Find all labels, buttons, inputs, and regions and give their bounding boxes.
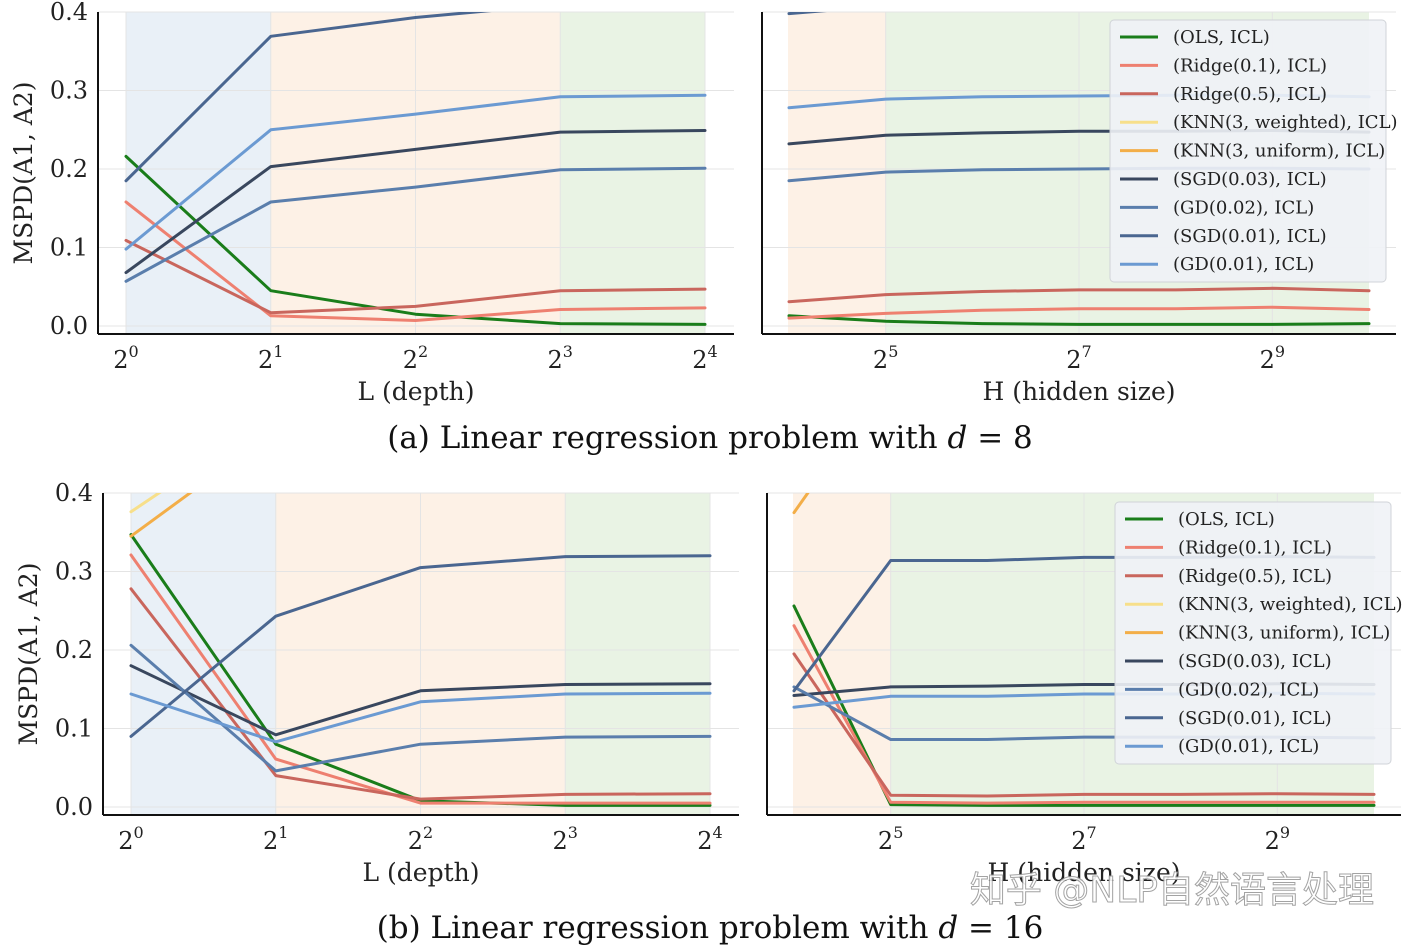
series-line — [124, 166, 707, 283]
gridlines — [103, 492, 739, 815]
series-line — [129, 691, 712, 744]
region-band — [793, 493, 891, 815]
series-lines — [124, 12, 707, 326]
x-tick-label: 24 — [692, 342, 717, 374]
legend-box — [1114, 501, 1392, 765]
legend-label: (SGD(0.03), ICL) — [1178, 651, 1332, 672]
x-tick-label: 29 — [1260, 342, 1285, 374]
chart-panel-a-hidden-size: 25 27 29 H (hidden size) (OLS, ICL) (Ridge(0.… — [761, 11, 1398, 406]
x-tick-label: 20 — [113, 342, 138, 374]
gridlines — [98, 11, 734, 334]
legend-label: (KNN(3, uniform), ICL) — [1173, 141, 1385, 162]
x-tick-label: 20 — [118, 823, 143, 855]
y-tick-label: 0.4 — [55, 479, 93, 507]
x-axis-label: H (hidden size) — [988, 858, 1181, 887]
chart-panel-b-depth: 0.0 0.1 0.2 0.3 0.4 MSPD(A1, A2) 20 21 22 23 24 L (… — [14, 479, 739, 887]
x-tick-label: 22 — [408, 823, 433, 855]
legend-label: (SGD(0.01), ICL) — [1178, 708, 1332, 729]
region-band — [126, 12, 271, 334]
series-line — [129, 643, 712, 773]
region-band — [131, 493, 276, 815]
x-tick-label: 25 — [873, 342, 898, 374]
series-line — [124, 200, 707, 322]
legend-label: (OLS, ICL) — [1173, 27, 1270, 48]
legend-label: (Ridge(0.1), ICL) — [1173, 55, 1327, 76]
region-band — [560, 12, 705, 334]
series-line — [129, 533, 712, 807]
x-tick-label: 23 — [548, 342, 573, 374]
series-lines — [129, 493, 712, 807]
legend-label: (Ridge(0.5), ICL) — [1178, 566, 1332, 587]
series-line — [792, 652, 1376, 798]
y-tick-label: 0.0 — [55, 793, 93, 821]
legend: (OLS, ICL) (Ridge(0.1), ICL) (Ridge(0.5), … — [1114, 501, 1403, 765]
legend-label: (Ridge(0.1), ICL) — [1178, 537, 1332, 558]
x-tick-label: 21 — [263, 823, 288, 855]
legend-label: (Ridge(0.5), ICL) — [1173, 84, 1327, 105]
legend-label: (SGD(0.01), ICL) — [1173, 226, 1327, 247]
x-tick-label: 23 — [553, 823, 578, 855]
y-tick-label: 0.0 — [50, 312, 88, 340]
x-tick-label: 22 — [403, 342, 428, 374]
x-axis-label: L (depth) — [357, 377, 474, 406]
caption-a: (a) Linear regression problem with d = 8 — [387, 420, 1033, 456]
series-line — [124, 238, 707, 315]
x-tick-label: 25 — [878, 823, 903, 855]
y-axis-label: MSPD(A1, A2) — [14, 563, 43, 746]
x-axis-label: H (hidden size) — [983, 377, 1176, 406]
legend-label: (KNN(3, uniform), ICL) — [1178, 623, 1390, 644]
x-axis-label: L (depth) — [362, 858, 479, 887]
y-tick-label: 0.2 — [50, 155, 88, 183]
series-line — [787, 286, 1371, 304]
series-line — [787, 305, 1371, 320]
x-tick-label: 29 — [1265, 823, 1290, 855]
y-tick-label: 0.2 — [55, 636, 93, 664]
legend-label: (GD(0.02), ICL) — [1178, 679, 1319, 700]
x-tick-label: 21 — [258, 342, 283, 374]
caption-b: (b) Linear regression problem with d = 1… — [377, 910, 1044, 946]
chart-panel-a-depth: 0.0 0.1 0.2 0.3 0.4 MSPD(A1, A2) 20 21 22 23 24 L (… — [9, 0, 734, 406]
y-tick-label: 0.3 — [55, 558, 93, 586]
series-line — [787, 314, 1371, 326]
legend-label: (GD(0.01), ICL) — [1173, 254, 1314, 275]
watermark-text: 知乎 @NLP自然语言处理 — [970, 870, 1374, 911]
legend-box — [1109, 19, 1387, 283]
series-line — [124, 154, 707, 326]
y-tick-label: 0.3 — [50, 77, 88, 105]
legend: (OLS, ICL) (Ridge(0.1), ICL) (Ridge(0.5), … — [1109, 19, 1398, 283]
region-band — [565, 493, 710, 815]
x-tick-label: 27 — [1066, 342, 1091, 374]
chart-panel-b-hidden-size: 25 27 29 H (hidden size) (OLS, ICL) (Ridge(0.… — [766, 492, 1403, 887]
y-axis-label: MSPD(A1, A2) — [9, 82, 38, 265]
series-line — [124, 12, 492, 183]
series-line — [124, 93, 707, 251]
legend-label: (GD(0.01), ICL) — [1178, 736, 1319, 757]
series-line — [124, 129, 707, 275]
y-tick-label: 0.1 — [55, 715, 93, 743]
legend-label: (KNN(3, weighted), ICL) — [1178, 594, 1403, 615]
y-tick-label: 0.4 — [50, 0, 88, 26]
series-line — [129, 664, 712, 737]
x-tick-label: 27 — [1071, 823, 1096, 855]
legend-label: (GD(0.02), ICL) — [1173, 197, 1314, 218]
series-line — [792, 604, 1376, 807]
series-line — [792, 624, 1376, 805]
legend-label: (OLS, ICL) — [1178, 509, 1275, 530]
legend-label: (KNN(3, weighted), ICL) — [1173, 112, 1398, 133]
series-line — [129, 554, 712, 738]
x-tick-label: 24 — [697, 823, 722, 855]
y-tick-label: 0.1 — [50, 234, 88, 262]
legend-label: (SGD(0.03), ICL) — [1173, 169, 1327, 190]
series-line — [129, 553, 712, 805]
